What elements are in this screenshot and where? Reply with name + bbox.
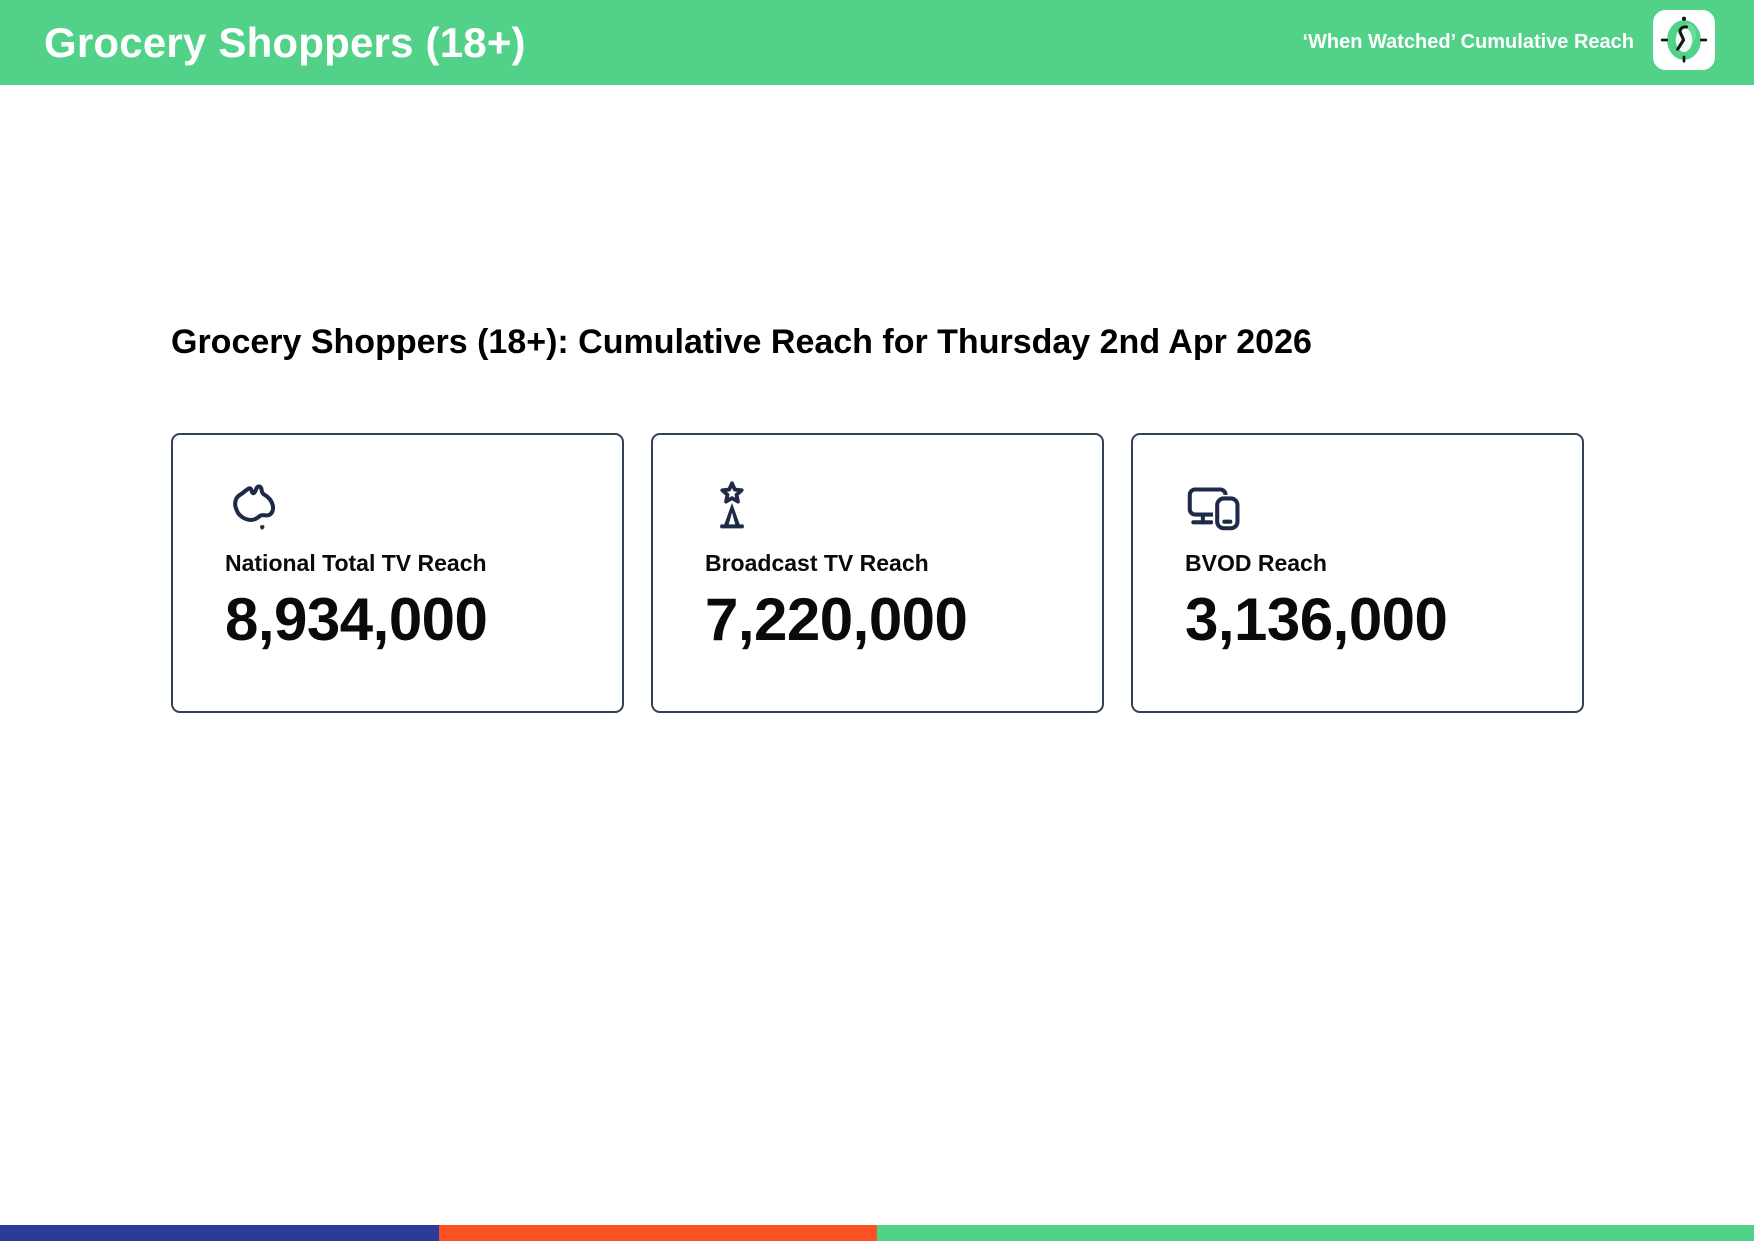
metric-label: National Total TV Reach (225, 550, 487, 576)
metric-label: Broadcast TV Reach (705, 550, 929, 576)
footer-segment-blue (0, 1225, 439, 1241)
metric-cards: National Total TV Reach 8,934,000 Broadc… (171, 433, 1584, 713)
metric-value: 3,136,000 (1185, 586, 1448, 653)
section-heading: Grocery Shoppers (18+): Cumulative Reach… (171, 323, 1312, 361)
metric-label: BVOD Reach (1185, 550, 1327, 576)
clock-logo (1652, 10, 1716, 75)
screens-devices-icon (1185, 481, 1554, 539)
metric-value: 8,934,000 (225, 586, 488, 653)
australia-map-icon (225, 481, 594, 539)
page-title: Grocery Shoppers (18+) (44, 18, 526, 66)
broadcast-tower-icon (705, 481, 1074, 539)
footer-segment-green (877, 1225, 1754, 1241)
header-bar: Grocery Shoppers (18+) ‘When Watched’ Cu… (0, 0, 1754, 85)
clock-icon (1653, 10, 1715, 70)
footer-color-bar (0, 1225, 1754, 1241)
metric-value: 7,220,000 (705, 586, 968, 653)
header-right: ‘When Watched’ Cumulative Reach (1302, 10, 1716, 75)
metric-card-bvod-reach: BVOD Reach 3,136,000 (1131, 433, 1584, 713)
header-tagline: ‘When Watched’ Cumulative Reach (1302, 31, 1634, 53)
footer-segment-orange (438, 1225, 877, 1241)
metric-card-national-total-tv-reach: National Total TV Reach 8,934,000 (171, 433, 624, 713)
metric-card-broadcast-tv-reach: Broadcast TV Reach 7,220,000 (651, 433, 1104, 713)
